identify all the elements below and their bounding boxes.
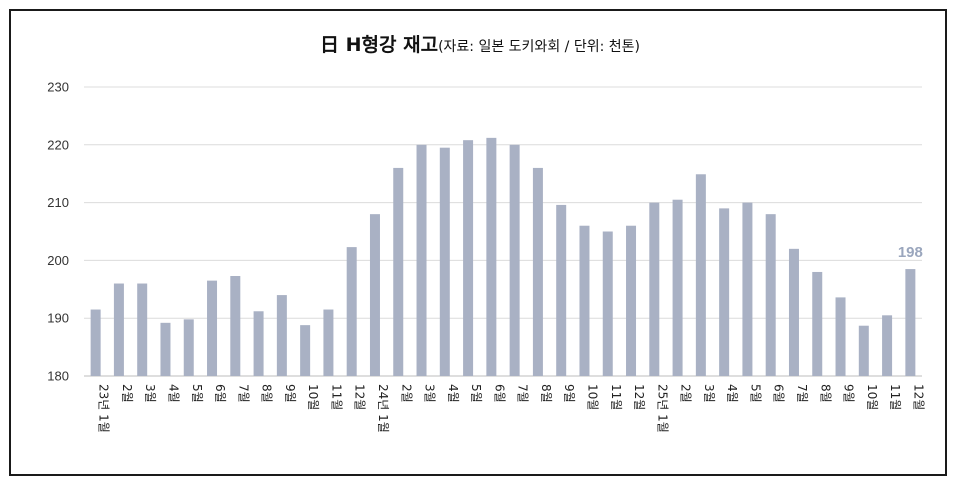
data-labels: 198 <box>898 244 923 261</box>
x-tick-label: 10월 <box>585 384 599 410</box>
bar <box>90 309 101 376</box>
bar <box>742 202 753 376</box>
bar <box>672 199 683 376</box>
bar <box>323 309 334 376</box>
x-tick-label: 12월 <box>911 384 925 410</box>
bar <box>463 140 474 376</box>
x-tick-label: 12월 <box>632 384 646 410</box>
x-tick-label: 7월 <box>516 384 530 403</box>
bar <box>556 204 567 376</box>
chart-title: 日 H형강 재고 <box>320 34 439 56</box>
bar <box>532 167 543 376</box>
x-tick-label: 6월 <box>213 384 227 403</box>
bar <box>835 297 846 376</box>
bar <box>439 147 450 376</box>
x-tick-label: 5월 <box>469 384 483 403</box>
bar <box>858 325 869 376</box>
bar <box>393 167 404 376</box>
bar <box>882 315 893 376</box>
bar <box>113 283 124 376</box>
bar <box>719 208 730 376</box>
x-tick-label: 3월 <box>143 384 157 403</box>
bar <box>160 322 171 376</box>
x-tick-label: 6월 <box>772 384 786 403</box>
x-tick-label: 10월 <box>865 384 879 410</box>
bar <box>602 231 613 376</box>
bar <box>137 283 148 376</box>
x-tick-label: 6월 <box>492 384 506 403</box>
bar <box>695 174 706 376</box>
y-tick-label: 190 <box>47 311 69 326</box>
x-tick-label: 5월 <box>748 384 762 403</box>
x-tick-label: 11월 <box>888 384 902 410</box>
bar <box>509 144 520 376</box>
x-tick-label: 9월 <box>842 384 856 403</box>
bars <box>90 137 916 376</box>
bar <box>626 225 637 376</box>
x-tick-label: 7월 <box>236 384 250 403</box>
x-tick-label: 4월 <box>446 384 460 403</box>
x-tick-label: 9월 <box>283 384 297 403</box>
bar <box>579 225 590 376</box>
x-tick-label: 7월 <box>795 384 809 403</box>
x-axis-labels: 23년 1월 2월 3월 4월 5월 6월 7월 8월 9월 10월 11월 12월 24년 1월 2월 3… <box>97 384 926 433</box>
bar <box>812 271 823 376</box>
y-tick-label: 220 <box>47 137 69 152</box>
x-tick-label: 4월 <box>166 384 180 403</box>
x-tick-label: 9월 <box>562 384 576 403</box>
bar <box>416 144 427 376</box>
x-tick-label: 5월 <box>190 384 204 403</box>
x-tick-label: 2월 <box>679 384 693 403</box>
x-tick-label: 12월 <box>353 384 367 410</box>
x-tick-label: 4월 <box>725 384 739 403</box>
y-tick-label: 210 <box>47 195 69 210</box>
bar <box>788 248 799 376</box>
x-tick-label: 2월 <box>399 384 413 403</box>
bar <box>300 325 311 376</box>
bar <box>230 276 241 376</box>
x-tick-label: 3월 <box>702 384 716 403</box>
bar <box>486 137 497 376</box>
y-axis-ticks: 180 190 200 210 220 230 <box>47 80 69 384</box>
chart-title-block: 日 H형강 재고(자료: 일본 도키와회 / 단위: 천톤) <box>0 30 960 57</box>
bar <box>276 295 287 376</box>
x-tick-label: 3월 <box>423 384 437 403</box>
bar <box>253 311 264 376</box>
y-tick-label: 180 <box>47 369 69 384</box>
bar <box>346 247 357 376</box>
x-tick-label: 8월 <box>260 384 274 403</box>
x-tick-label: 11월 <box>609 384 623 410</box>
bar <box>369 214 380 376</box>
bar <box>765 214 776 376</box>
chart-subtitle: (자료: 일본 도키와회 / 단위: 천톤) <box>438 39 640 55</box>
bar <box>207 280 218 376</box>
x-tick-label: 8월 <box>818 384 832 403</box>
x-tick-label: 23년 1월 <box>97 384 111 433</box>
data-label: 198 <box>898 244 923 261</box>
x-tick-label: 24년 1월 <box>376 384 390 433</box>
y-tick-label: 200 <box>47 253 69 268</box>
x-tick-label: 25년 1월 <box>655 384 669 433</box>
y-tick-label: 230 <box>47 80 69 95</box>
grid-lines <box>84 86 922 377</box>
bar <box>649 202 660 376</box>
x-tick-label: 8월 <box>539 384 553 403</box>
x-tick-label: 2월 <box>120 384 134 403</box>
x-tick-label: 10월 <box>306 384 320 410</box>
bar <box>905 269 916 376</box>
x-tick-label: 11월 <box>329 384 343 410</box>
bar <box>183 319 194 376</box>
